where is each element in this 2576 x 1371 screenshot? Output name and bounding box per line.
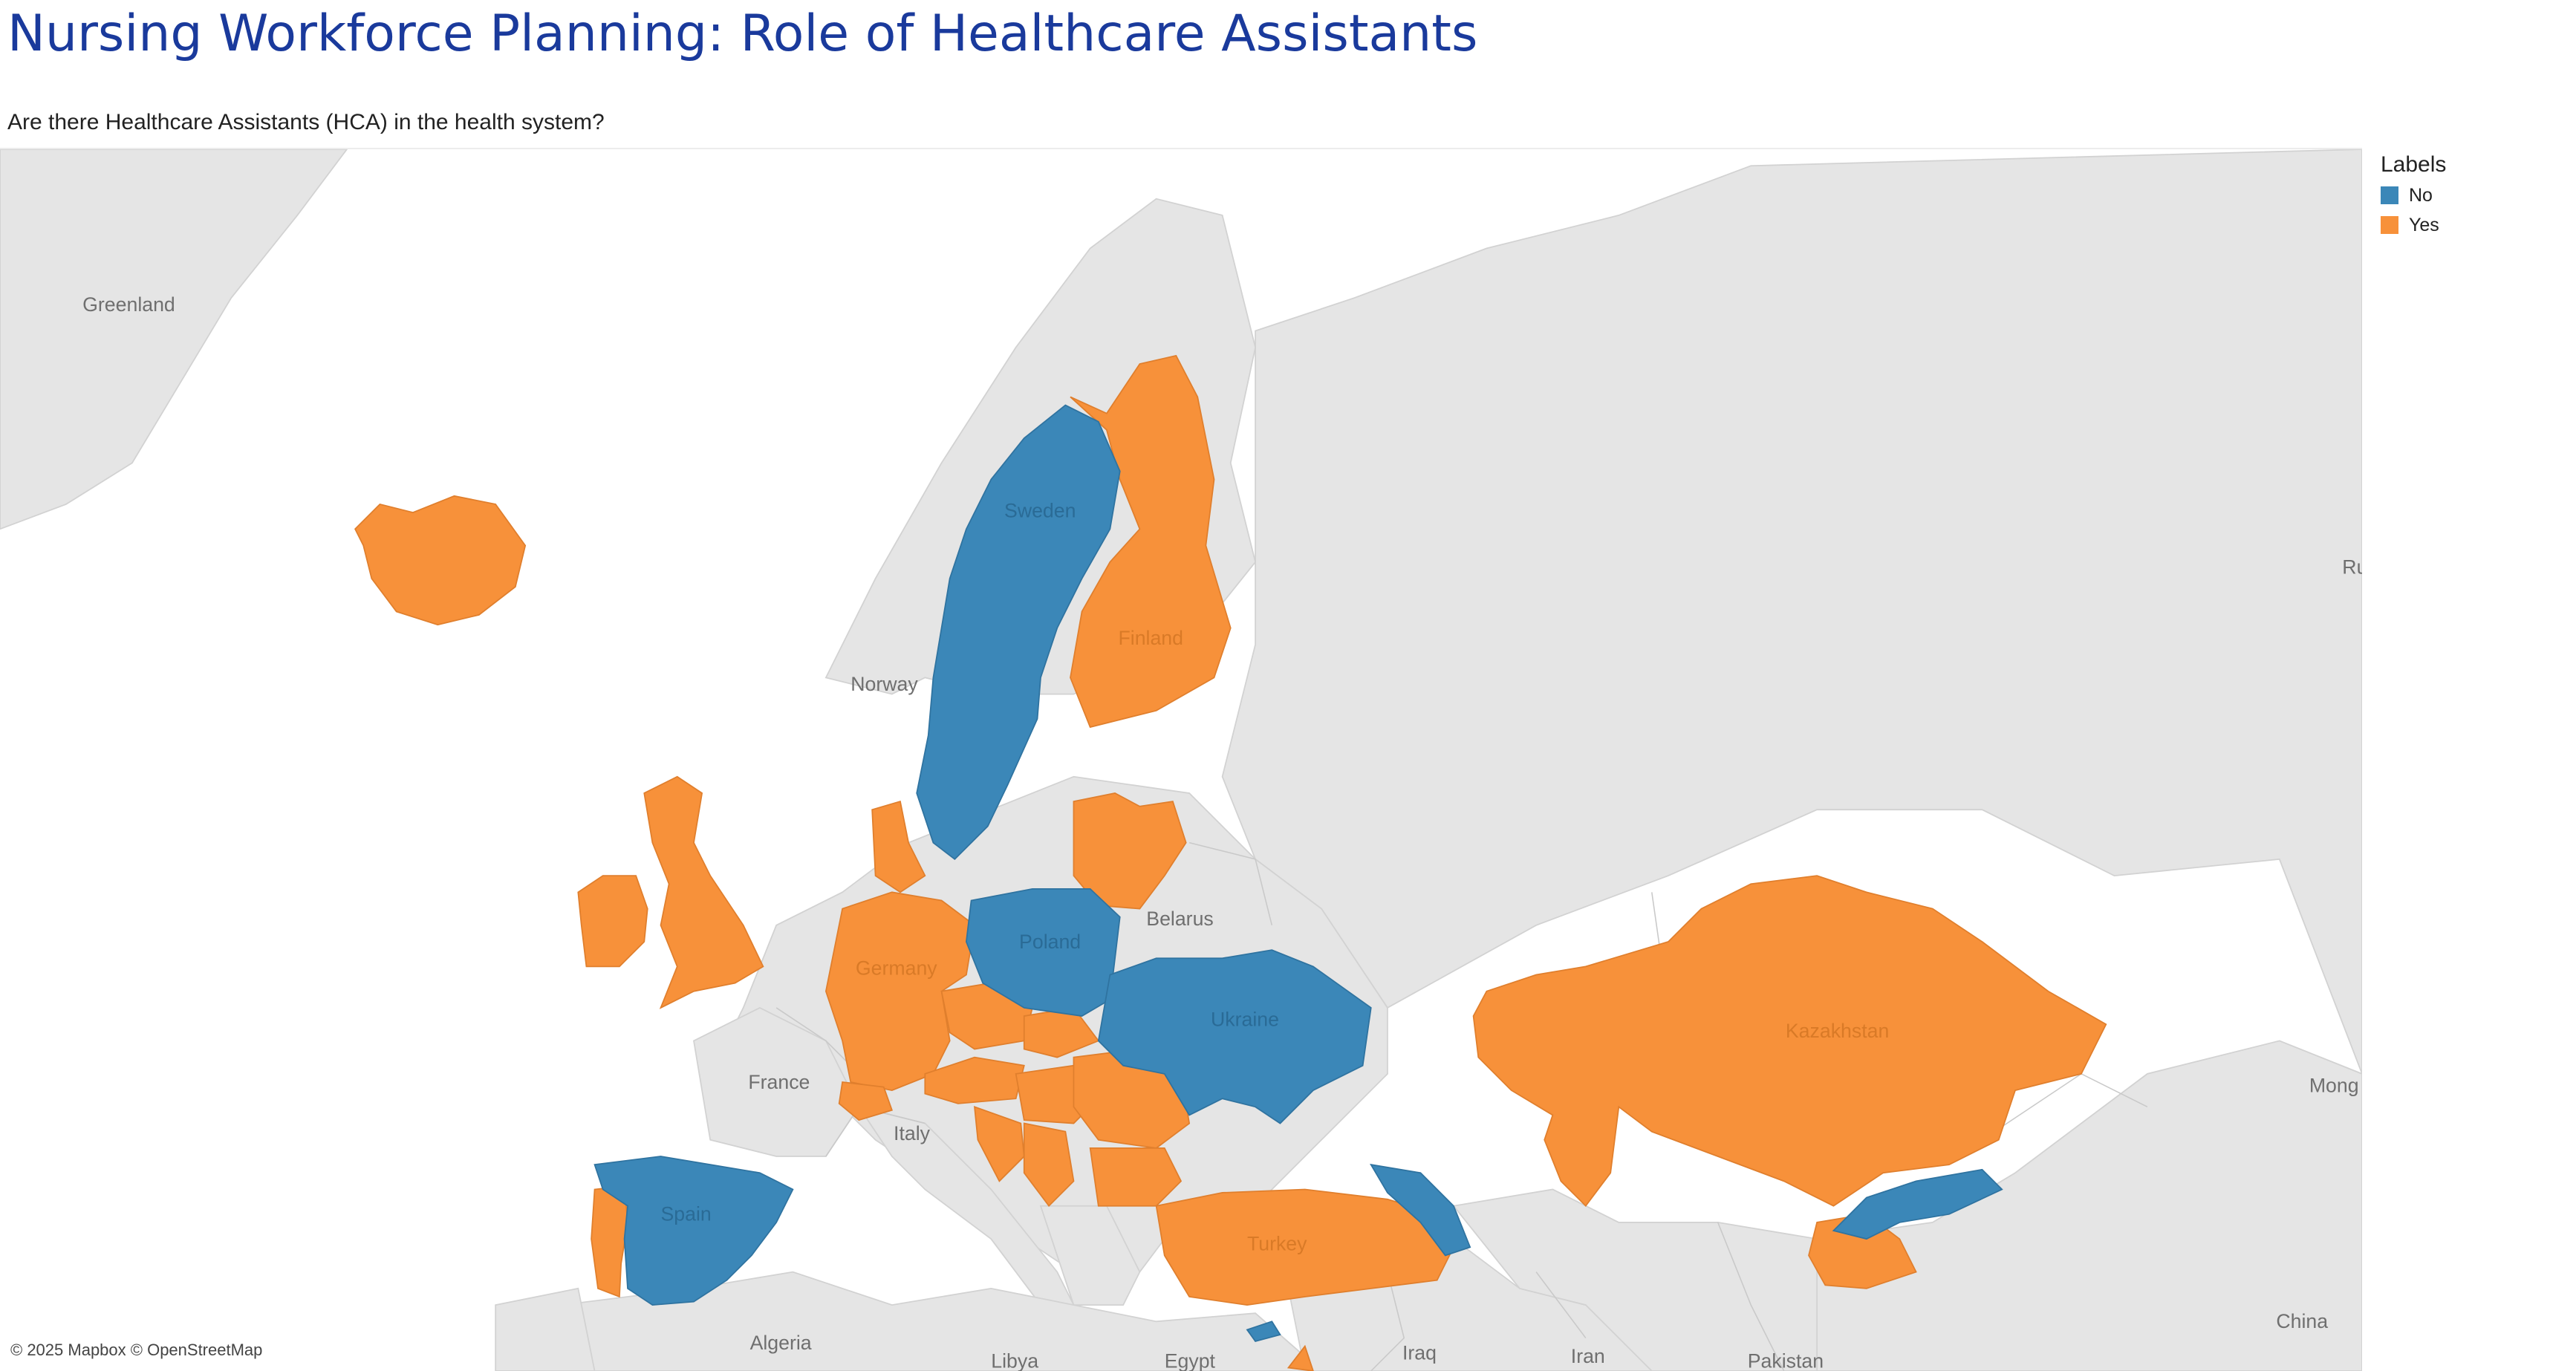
label-spain: Spain (661, 1203, 712, 1225)
page-subtitle: Are there Healthcare Assistants (HCA) in… (7, 110, 605, 134)
country-bulgaria[interactable] (1089, 1147, 1183, 1207)
choropleth-map[interactable]: Greenland Sweden Finland Norway Belarus … (0, 149, 2362, 1371)
label-libya: Libya (991, 1350, 1038, 1371)
map-view[interactable]: Greenland Sweden Finland Norway Belarus … (0, 148, 2362, 1371)
legend: Labels No Yes (2381, 152, 2559, 240)
label-iran: Iran (1571, 1345, 1605, 1367)
label-russia: Ru (2342, 556, 2362, 578)
page-title: Nursing Workforce Planning: Role of Heal… (7, 4, 1478, 63)
label-finland: Finland (1118, 627, 1183, 649)
label-iraq: Iraq (1402, 1341, 1437, 1364)
label-pakistan: Pakistan (1748, 1350, 1824, 1371)
country-germany[interactable] (824, 891, 975, 1092)
country-turkey[interactable] (1155, 1188, 1454, 1306)
label-italy: Italy (894, 1122, 931, 1144)
countries-yes[interactable] (354, 354, 2107, 1371)
country-serbia[interactable] (1023, 1122, 1075, 1208)
label-mongolia: Mong (2309, 1074, 2359, 1096)
label-algeria: Algeria (750, 1332, 812, 1354)
label-kazakhstan: Kazakhstan (1786, 1020, 1889, 1042)
legend-swatch-no (2381, 186, 2398, 204)
legend-label-yes: Yes (2409, 214, 2439, 235)
country-united-kingdom[interactable] (643, 775, 764, 1009)
country-georgia[interactable] (1370, 1163, 1471, 1257)
label-france: France (748, 1071, 810, 1093)
label-germany: Germany (856, 957, 937, 979)
country-croatia[interactable] (974, 1106, 1025, 1182)
country-denmark[interactable] (871, 800, 926, 893)
label-turkey: Turkey (1247, 1233, 1307, 1255)
label-sweden: Sweden (1004, 500, 1076, 522)
land-greece (1039, 1205, 1141, 1306)
legend-swatch-yes (2381, 216, 2398, 234)
legend-item-yes[interactable]: Yes (2381, 210, 2559, 240)
label-belarus: Belarus (1146, 908, 1213, 930)
country-austria[interactable] (924, 1056, 1025, 1104)
country-ukraine[interactable] (1097, 949, 1372, 1124)
map-attribution[interactable]: © 2025 Mapbox © OpenStreetMap (10, 1341, 263, 1359)
label-poland: Poland (1019, 931, 1081, 953)
country-switzerland[interactable] (838, 1081, 893, 1121)
legend-label-no: No (2409, 184, 2433, 206)
land-russia (1221, 149, 2362, 1075)
legend-title: Labels (2381, 152, 2447, 177)
country-iceland[interactable] (354, 495, 527, 626)
map-labels: Greenland Sweden Finland Norway Belarus … (82, 293, 2362, 1371)
country-sweden[interactable] (916, 404, 1121, 861)
land-greenland (0, 149, 348, 530)
label-greenland: Greenland (82, 293, 175, 316)
legend-item-no[interactable]: No (2381, 180, 2559, 210)
land-north-africa (561, 1271, 1323, 1371)
country-kazakhstan[interactable] (1472, 875, 2107, 1208)
country-ireland[interactable] (577, 875, 648, 968)
country-finland[interactable] (1070, 354, 1232, 729)
country-kyrgyzstan[interactable] (1832, 1168, 2003, 1240)
countries-no[interactable] (593, 404, 2003, 1343)
country-cyprus[interactable] (1246, 1320, 1281, 1343)
land-morocco (495, 1287, 596, 1371)
country-spain[interactable] (593, 1156, 794, 1306)
label-norway: Norway (850, 673, 918, 695)
label-egypt: Egypt (1165, 1350, 1216, 1371)
label-china: China (2276, 1310, 2328, 1332)
label-ukraine: Ukraine (1211, 1008, 1279, 1030)
